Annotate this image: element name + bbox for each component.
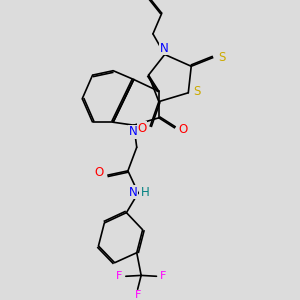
Text: H: H [141, 186, 150, 199]
Text: N: N [160, 41, 169, 55]
Text: O: O [137, 122, 146, 135]
Text: N: N [129, 125, 138, 138]
Text: O: O [94, 167, 104, 179]
Text: N: N [128, 186, 137, 199]
Text: O: O [179, 123, 188, 136]
Text: S: S [218, 51, 225, 64]
Text: S: S [193, 85, 200, 98]
Text: F: F [134, 290, 141, 300]
Text: F: F [116, 271, 123, 281]
Text: F: F [160, 271, 166, 281]
